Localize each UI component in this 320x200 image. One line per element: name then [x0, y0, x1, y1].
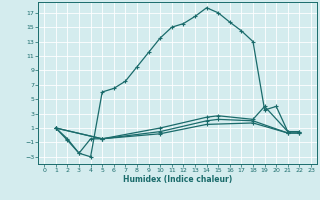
X-axis label: Humidex (Indice chaleur): Humidex (Indice chaleur) [123, 175, 232, 184]
